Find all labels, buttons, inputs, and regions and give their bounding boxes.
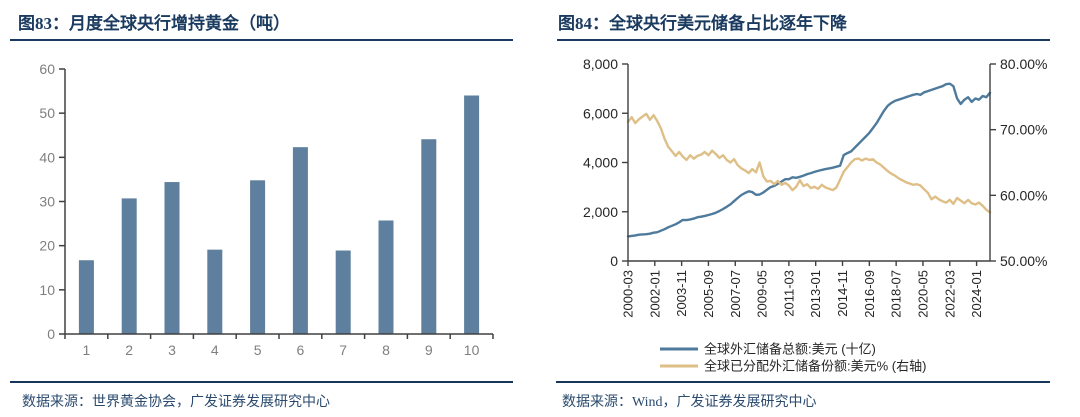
bar xyxy=(421,139,437,334)
x-axis-tick-label: 10 xyxy=(464,342,480,358)
left-axis-tick-label: 8,000 xyxy=(583,56,618,72)
figure-84-title: 图84：全球央行美元储备占比逐年下降 xyxy=(558,14,847,33)
gold-bar-chart: 0 10 20 30 40 50 60 1 2 3 4 5 6 7 8 9 10 xyxy=(39,61,494,358)
x-axis-tick-label: 5 xyxy=(254,342,262,358)
y-axis-tick-label: 40 xyxy=(39,149,55,165)
x-axis-tick-label: 3 xyxy=(168,342,176,358)
title-underline xyxy=(10,39,513,41)
legend-label: 全球外汇储备总额:美元 (十亿) xyxy=(704,342,876,357)
left-axis-tick-label: 0 xyxy=(610,253,618,269)
bar xyxy=(207,249,223,334)
right-axis-tick-label: 70.00% xyxy=(1000,122,1047,138)
y-axis-tick-label: 0 xyxy=(47,326,55,342)
right-axis-tick-label: 80.00% xyxy=(1000,56,1047,72)
x-axis-tick-label: 2013-01 xyxy=(808,270,823,318)
bar xyxy=(121,198,137,334)
bar xyxy=(164,182,180,334)
x-axis-tick-label: 2014-11 xyxy=(835,270,850,317)
x-axis-tick-label: 2018-07 xyxy=(889,270,904,318)
y-axis-tick-label: 60 xyxy=(39,61,55,77)
right-axis-tick-label: 50.00% xyxy=(1000,253,1047,269)
bar xyxy=(335,250,351,334)
x-axis-tick-label: 7 xyxy=(339,342,347,358)
x-axis-tick-label: 2 xyxy=(125,342,133,358)
x-axis-tick-label: 2007-07 xyxy=(728,270,743,318)
right-axis-tick-label: 60.00% xyxy=(1000,187,1047,203)
bar xyxy=(250,180,266,334)
panel-gold-purchases: 图83：月度全球央行增持黄金（吨） 0 10 20 30 40 50 60 1 2 3 4 5 6 7 8 9… xyxy=(10,14,513,410)
bar xyxy=(78,260,94,334)
bar xyxy=(378,220,394,334)
x-axis-tick-label: 2005-09 xyxy=(701,270,716,318)
x-axis-tick-label: 2024-01 xyxy=(969,270,984,318)
bar xyxy=(464,95,480,334)
panel-usd-reserves: 图84：全球央行美元储备占比逐年下降 0 2,000 4,000 6,000 8,000… xyxy=(540,0,1080,417)
x-axis-tick-label: 8 xyxy=(382,342,390,358)
footer-divider xyxy=(10,381,513,383)
left-axis-tick-label: 4,000 xyxy=(583,155,618,171)
series-line-usd-share xyxy=(626,112,992,214)
footer-divider xyxy=(556,381,1050,383)
series-line-total-reserves xyxy=(626,82,992,238)
x-axis-tick-label: 4 xyxy=(211,342,219,358)
x-axis-tick-label: 2016-09 xyxy=(862,270,877,318)
x-axis-tick-label: 9 xyxy=(425,342,433,358)
x-axis-tick-label: 2000-03 xyxy=(621,270,636,318)
y-axis-tick-label: 50 xyxy=(39,105,55,121)
legend-label: 全球已分配外汇储备份额:美元% (右轴) xyxy=(704,359,926,374)
y-axis-tick-label: 30 xyxy=(39,194,55,210)
x-axis-tick-label: 2002-01 xyxy=(647,270,662,318)
data-source-usd: 数据来源：Wind，广发证券发展研究中心 xyxy=(562,395,817,410)
x-axis-tick-label: 2011-03 xyxy=(781,270,796,317)
usd-reserve-line-chart: 0 2,000 4,000 6,000 8,000 50.00% 60.00% 70.00% 8… xyxy=(583,56,1048,374)
x-axis-tick-label: 2003-11 xyxy=(674,270,689,317)
y-axis-tick-label: 20 xyxy=(39,238,55,254)
data-source-gold: 数据来源：世界黄金协会，广发证券发展研究中心 xyxy=(22,395,330,410)
x-axis-tick-label: 2020-05 xyxy=(915,270,930,318)
x-axis-tick-label: 2022-03 xyxy=(942,270,957,318)
x-axis-tick-label: 6 xyxy=(297,342,305,358)
figure-83-title: 图83：月度全球央行增持黄金（吨） xyxy=(18,14,290,33)
x-axis-tick-label: 2009-05 xyxy=(755,270,770,318)
left-axis-tick-label: 2,000 xyxy=(583,204,618,220)
x-axis-tick-label: 1 xyxy=(83,342,91,358)
bar xyxy=(292,147,308,334)
left-axis-tick-label: 6,000 xyxy=(583,105,618,121)
y-axis-tick-label: 10 xyxy=(39,282,55,298)
title-underline xyxy=(557,39,1050,41)
